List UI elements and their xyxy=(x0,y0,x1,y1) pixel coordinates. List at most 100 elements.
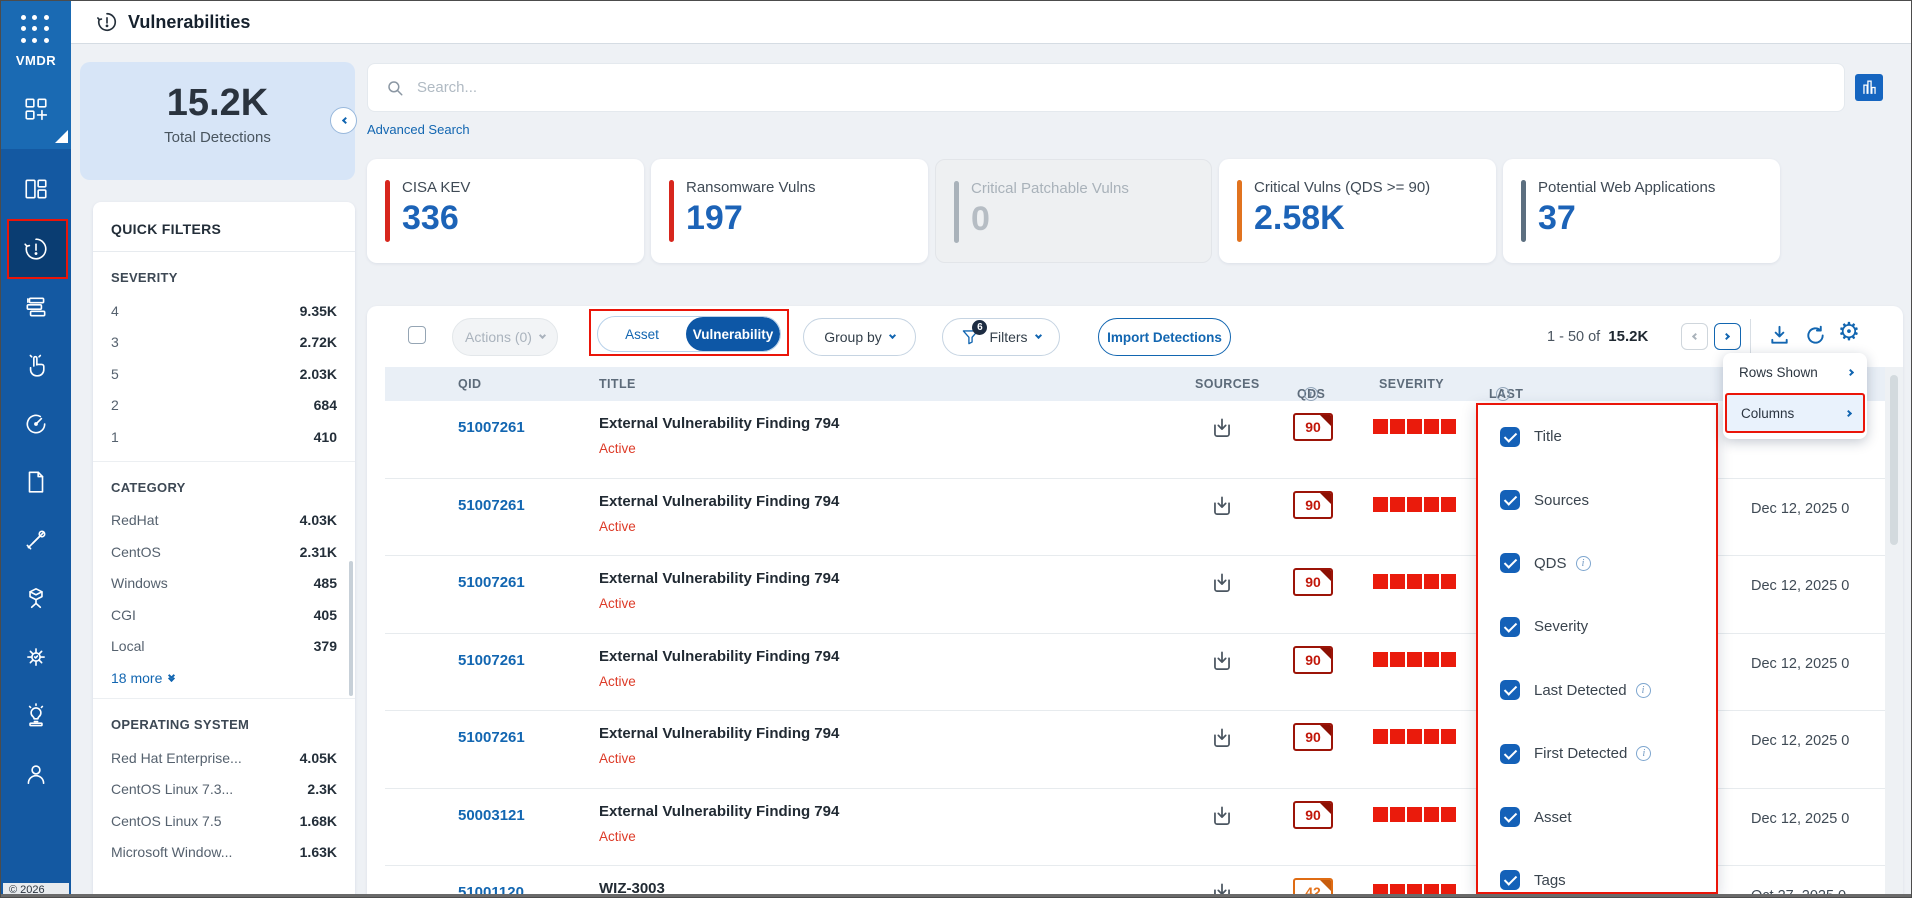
category-filter-row[interactable]: CGI 405 xyxy=(111,599,337,631)
assets-icon[interactable] xyxy=(1,573,71,623)
threat-protection-icon[interactable] xyxy=(1,632,71,682)
ideas-icon[interactable] xyxy=(1,690,71,740)
qds-badge[interactable]: 90 xyxy=(1293,568,1333,596)
column-header-title[interactable]: TITLE xyxy=(599,377,636,391)
sources-icon[interactable] xyxy=(1209,725,1235,751)
summary-card[interactable]: Critical Vulns (QDS >= 90) 2.58K xyxy=(1219,159,1496,263)
os-filter-row[interactable]: CentOS Linux 7.3... 2.3K xyxy=(111,774,337,806)
select-all-checkbox[interactable] xyxy=(408,326,426,344)
checkbox-checked[interactable] xyxy=(1500,616,1520,637)
app-launcher-icon[interactable] xyxy=(21,15,51,45)
category-filter-row[interactable]: RedHat 4.03K xyxy=(111,505,337,537)
user-profile-icon[interactable] xyxy=(1,749,71,799)
severity-filter-row[interactable]: 3 2.72K xyxy=(111,327,337,359)
summary-card[interactable]: Critical Patchable Vulns 0 xyxy=(935,159,1212,263)
os-filter-row[interactable]: CentOS Linux 7.5 1.68K xyxy=(111,805,337,837)
sources-icon[interactable] xyxy=(1209,493,1235,519)
collapse-panel-button[interactable] xyxy=(330,107,357,134)
total-detections-card[interactable]: 15.2K Total Detections xyxy=(80,62,355,180)
summary-card[interactable]: Ransomware Vulns 197 xyxy=(651,159,928,263)
category-more-link[interactable]: 18 more xyxy=(111,670,337,686)
reports-icon[interactable] xyxy=(1,457,71,507)
menu-item-rows-shown[interactable]: Rows Shown xyxy=(1723,353,1867,391)
summary-card[interactable]: Potential Web Applications 37 xyxy=(1503,159,1780,263)
filters-dropdown[interactable]: 6 Filters xyxy=(942,318,1060,356)
qds-badge[interactable]: 90 xyxy=(1293,490,1333,519)
qds-badge[interactable]: 90 xyxy=(1293,413,1333,441)
sources-icon[interactable] xyxy=(1209,803,1235,829)
qid-link[interactable]: 50003121 xyxy=(458,806,525,824)
column-toggle-item[interactable]: Title xyxy=(1478,405,1716,468)
qds-badge[interactable]: 90 xyxy=(1293,723,1333,751)
os-filter-row[interactable]: Red Hat Enterprise... 4.05K xyxy=(111,742,337,774)
column-header-qid[interactable]: QID xyxy=(458,377,482,391)
qid-link[interactable]: 51007261 xyxy=(458,419,525,436)
detection-trend-chart-button[interactable] xyxy=(1855,74,1883,101)
group-by-dropdown[interactable]: Group by xyxy=(803,318,916,356)
qid-link[interactable]: 51007261 xyxy=(458,496,525,514)
checkbox-checked[interactable] xyxy=(1500,426,1520,447)
severity-filter-row[interactable]: 1 410 xyxy=(111,421,337,453)
refresh-button[interactable] xyxy=(1802,322,1828,348)
summary-card[interactable]: CISA KEV 336 xyxy=(367,159,644,263)
info-icon[interactable] xyxy=(1304,387,1318,401)
checkbox-checked[interactable] xyxy=(1500,490,1520,511)
severity-filter-row[interactable]: 5 2.03K xyxy=(111,358,337,390)
table-settings-button[interactable]: ⚙ xyxy=(1836,319,1862,345)
column-toggle-item[interactable]: Sources xyxy=(1478,468,1716,531)
scans-icon[interactable] xyxy=(1,399,71,449)
remediation-icon[interactable] xyxy=(1,341,71,391)
qid-link[interactable]: 51007261 xyxy=(458,729,525,746)
info-icon[interactable] xyxy=(1636,746,1652,762)
category-filter-row[interactable]: Windows 485 xyxy=(111,568,337,600)
asset-vulnerability-toggle[interactable]: Asset Vulnerability xyxy=(597,316,781,352)
column-toggle-item[interactable]: First Detected xyxy=(1478,722,1716,785)
import-detections-button[interactable]: Import Detections xyxy=(1098,318,1231,356)
checkbox-checked[interactable] xyxy=(1500,807,1520,828)
dashboards-icon[interactable] xyxy=(1,164,71,214)
qds-badge[interactable]: 90 xyxy=(1293,800,1333,829)
checkbox-checked[interactable] xyxy=(1500,680,1520,701)
severity-filter-row[interactable]: 2 684 xyxy=(111,390,337,422)
qds-badge[interactable]: 90 xyxy=(1293,645,1333,674)
severity-filter-row[interactable]: 4 9.35K xyxy=(111,295,337,327)
prioritization-icon[interactable] xyxy=(1,282,71,332)
sources-icon[interactable] xyxy=(1209,415,1235,441)
vulnerabilities-icon[interactable] xyxy=(1,224,71,274)
checkbox-checked[interactable] xyxy=(1500,743,1520,764)
toggle-vulnerability[interactable]: Vulnerability xyxy=(686,317,780,351)
menu-item-columns[interactable]: Columns xyxy=(1725,393,1865,433)
search-input[interactable] xyxy=(415,78,1615,97)
info-icon[interactable] xyxy=(1635,682,1651,698)
toggle-asset[interactable]: Asset xyxy=(625,326,659,342)
column-toggle-item[interactable]: Severity xyxy=(1478,595,1716,658)
qds-badge[interactable]: 42 xyxy=(1293,878,1333,897)
info-icon[interactable] xyxy=(1575,555,1591,571)
os-filter-row[interactable]: Microsoft Window... 1.63K xyxy=(111,837,337,869)
info-icon[interactable] xyxy=(1496,387,1510,401)
actions-button[interactable]: Actions (0) xyxy=(452,318,558,356)
category-filter-row[interactable]: CentOS 2.31K xyxy=(111,536,337,568)
advanced-search-link[interactable]: Advanced Search xyxy=(367,122,470,137)
qid-link[interactable]: 51007261 xyxy=(458,651,525,669)
sources-icon[interactable] xyxy=(1209,880,1235,897)
column-header-sources[interactable]: SOURCES xyxy=(1195,377,1260,391)
column-header-severity[interactable]: SEVERITY xyxy=(1379,377,1445,391)
category-filter-row[interactable]: Local 379 xyxy=(111,631,337,663)
checkbox-checked[interactable] xyxy=(1500,553,1520,574)
sources-icon[interactable] xyxy=(1209,570,1235,596)
next-page-button[interactable] xyxy=(1714,323,1741,350)
checkbox-checked[interactable] xyxy=(1500,870,1520,891)
sources-icon[interactable] xyxy=(1209,648,1235,674)
dashboard-add-icon[interactable] xyxy=(1,84,71,134)
previous-page-button[interactable] xyxy=(1681,323,1708,350)
column-toggle-item[interactable]: QDS xyxy=(1478,532,1716,595)
column-toggle-item[interactable]: Last Detected xyxy=(1478,659,1716,722)
download-button[interactable] xyxy=(1766,322,1792,348)
table-scrollbar[interactable] xyxy=(1885,367,1903,897)
column-toggle-item[interactable]: Tags xyxy=(1478,849,1716,892)
quick-filters-scrollbar[interactable] xyxy=(349,561,353,696)
qid-link[interactable]: 51007261 xyxy=(458,574,525,591)
patches-icon[interactable] xyxy=(1,515,71,565)
column-toggle-item[interactable]: Asset xyxy=(1478,785,1716,848)
